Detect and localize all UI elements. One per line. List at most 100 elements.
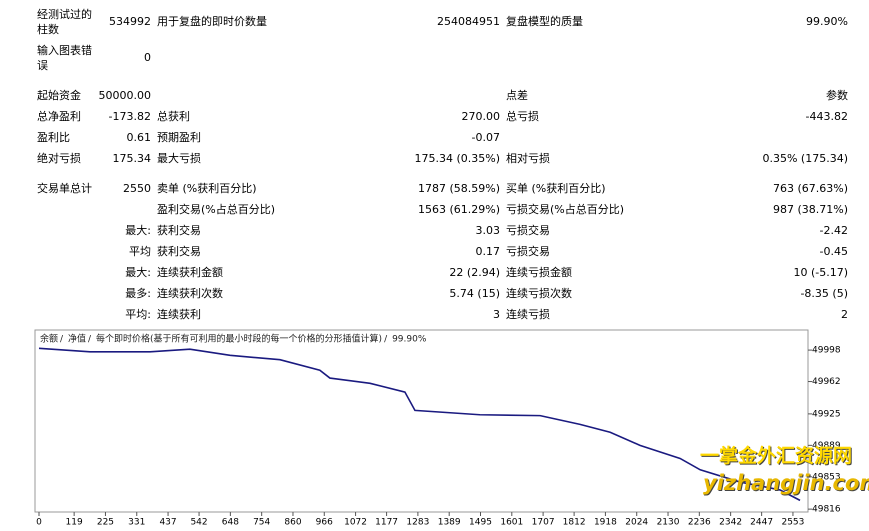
report-value: 3.03 bbox=[475, 224, 501, 237]
report-value: 10 (-5.17) bbox=[793, 266, 848, 279]
x-tick-label: 2024 bbox=[625, 518, 648, 528]
report-value: 22 (2.94) bbox=[449, 266, 500, 279]
report-label: 交易单总计 bbox=[37, 182, 92, 195]
report-value: 99.90% bbox=[806, 15, 848, 28]
report-value: -173.82 bbox=[108, 110, 151, 123]
x-tick-label: 1601 bbox=[500, 518, 523, 528]
x-tick-label: 0 bbox=[36, 518, 42, 528]
x-tick-label: 1495 bbox=[469, 518, 492, 528]
report-label: 买单 (%获利百分比) bbox=[506, 182, 606, 195]
report-value: 3 bbox=[493, 308, 500, 321]
report-label: 经测试过的柱数 bbox=[37, 8, 92, 36]
report-value: 534992 bbox=[109, 15, 151, 28]
report-value: 50000.00 bbox=[98, 89, 152, 102]
x-tick-label: 225 bbox=[97, 518, 114, 528]
report-label: 预期盈利 bbox=[157, 131, 201, 144]
plot-frame bbox=[34, 329, 809, 513]
report-label: 获利交易 bbox=[157, 245, 201, 258]
balance-line bbox=[38, 347, 801, 502]
report-value: 5.74 (15) bbox=[449, 287, 500, 300]
chart-header: 99.90% bbox=[392, 335, 427, 345]
x-tick-label: 2236 bbox=[688, 518, 711, 528]
report-value: 平均: bbox=[125, 308, 151, 321]
report-value: 2550 bbox=[123, 182, 151, 195]
report-label: 连续获利金额 bbox=[157, 266, 223, 279]
report-value: 2 bbox=[841, 308, 848, 321]
report-label: 连续获利 bbox=[157, 308, 201, 321]
watermark-url: yizhangjin.com bbox=[703, 471, 869, 495]
report-label: 盈利比 bbox=[37, 131, 70, 144]
y-tick-label: 49816 bbox=[812, 505, 841, 515]
x-tick-label: 860 bbox=[284, 518, 301, 528]
chart-header: 余额 bbox=[40, 333, 58, 345]
x-tick-label: 1177 bbox=[375, 518, 398, 528]
report-label: 亏损交易 bbox=[506, 224, 550, 237]
report-value: 1787 (58.59%) bbox=[417, 182, 500, 195]
report-label: 绝对亏损 bbox=[37, 152, 81, 165]
x-tick-label: 2130 bbox=[657, 518, 680, 528]
report-value: -8.35 (5) bbox=[800, 287, 848, 300]
x-tick-label: 1283 bbox=[406, 518, 429, 528]
header-separator: / bbox=[384, 335, 388, 345]
x-tick-label: 2553 bbox=[781, 518, 804, 528]
report-value: 0.35% (175.34) bbox=[762, 152, 848, 165]
report-label: 连续亏损金额 bbox=[506, 266, 572, 279]
report-value: 0.61 bbox=[126, 131, 152, 144]
chart-header: 每个即时价格(基于所有可利用的最小时段的每一个价格的分形插值计算) bbox=[96, 333, 382, 345]
report-value: -0.45 bbox=[819, 245, 848, 258]
watermark-title: 一掌金外汇资源网 bbox=[700, 445, 853, 467]
y-tick-label: 49962 bbox=[812, 377, 841, 387]
report-label: 连续亏损 bbox=[506, 308, 550, 321]
report-label: 输入图表错误 bbox=[37, 44, 92, 72]
x-tick-label: 437 bbox=[159, 518, 176, 528]
x-tick-label: 2447 bbox=[750, 518, 773, 528]
report-label: 连续获利次数 bbox=[157, 287, 223, 300]
x-tick-label: 1812 bbox=[563, 518, 586, 528]
report-value: 最多: bbox=[125, 287, 151, 300]
report-value: 175.34 (0.35%) bbox=[414, 152, 500, 165]
report-label: 总净盈利 bbox=[37, 110, 81, 123]
report-label: 总获利 bbox=[157, 110, 190, 123]
report-value: -0.07 bbox=[471, 131, 500, 144]
report-label: 亏损交易 bbox=[506, 245, 550, 258]
report-value: 175.34 bbox=[112, 152, 152, 165]
y-tick-label: 49889 bbox=[812, 441, 841, 451]
report-label: 连续亏损次数 bbox=[506, 287, 572, 300]
report-value: 763 (67.63%) bbox=[772, 182, 848, 195]
report-label: 复盘模型的质量 bbox=[506, 15, 583, 28]
y-tick-label: 49998 bbox=[812, 346, 841, 356]
x-tick-label: 1072 bbox=[344, 518, 367, 528]
report-value: 254084951 bbox=[437, 15, 500, 28]
report-value: 最大: bbox=[125, 266, 151, 279]
chart-header: 净值 bbox=[68, 333, 86, 345]
x-tick-label: 542 bbox=[190, 518, 207, 528]
x-tick-label: 1918 bbox=[594, 518, 617, 528]
report-label: 盈利交易(%占总百分比) bbox=[157, 203, 276, 216]
header-separator: / bbox=[88, 335, 92, 345]
x-tick-label: 331 bbox=[128, 518, 145, 528]
report-label: 获利交易 bbox=[157, 224, 201, 237]
report-label: 卖单 (%获利百分比) bbox=[157, 182, 257, 195]
x-tick-label: 1707 bbox=[532, 518, 555, 528]
report-value: 参数 bbox=[826, 89, 848, 102]
report-value: 1563 (61.29%) bbox=[417, 203, 500, 216]
x-tick-label: 1389 bbox=[438, 518, 461, 528]
y-tick-label: 49853 bbox=[812, 472, 841, 482]
y-tick-label: 49925 bbox=[812, 409, 841, 419]
report-value: 0 bbox=[144, 51, 151, 64]
report-label: 相对亏损 bbox=[506, 152, 550, 165]
x-tick-label: 648 bbox=[222, 518, 239, 528]
report-label: 点差 bbox=[506, 89, 528, 102]
report-value: 270.00 bbox=[461, 110, 501, 123]
report-label: 总亏损 bbox=[506, 110, 539, 123]
report-label: 用于复盘的即时价数量 bbox=[157, 15, 267, 28]
report-value: 0.17 bbox=[475, 245, 501, 258]
x-tick-label: 119 bbox=[66, 518, 83, 528]
report-value: 平均 bbox=[129, 245, 151, 258]
report-value: 最大: bbox=[125, 224, 151, 237]
x-tick-label: 2342 bbox=[719, 518, 742, 528]
report-label: 起始资金 bbox=[37, 89, 81, 102]
x-tick-label: 754 bbox=[253, 518, 270, 528]
report-value: 987 (38.71%) bbox=[772, 203, 848, 216]
